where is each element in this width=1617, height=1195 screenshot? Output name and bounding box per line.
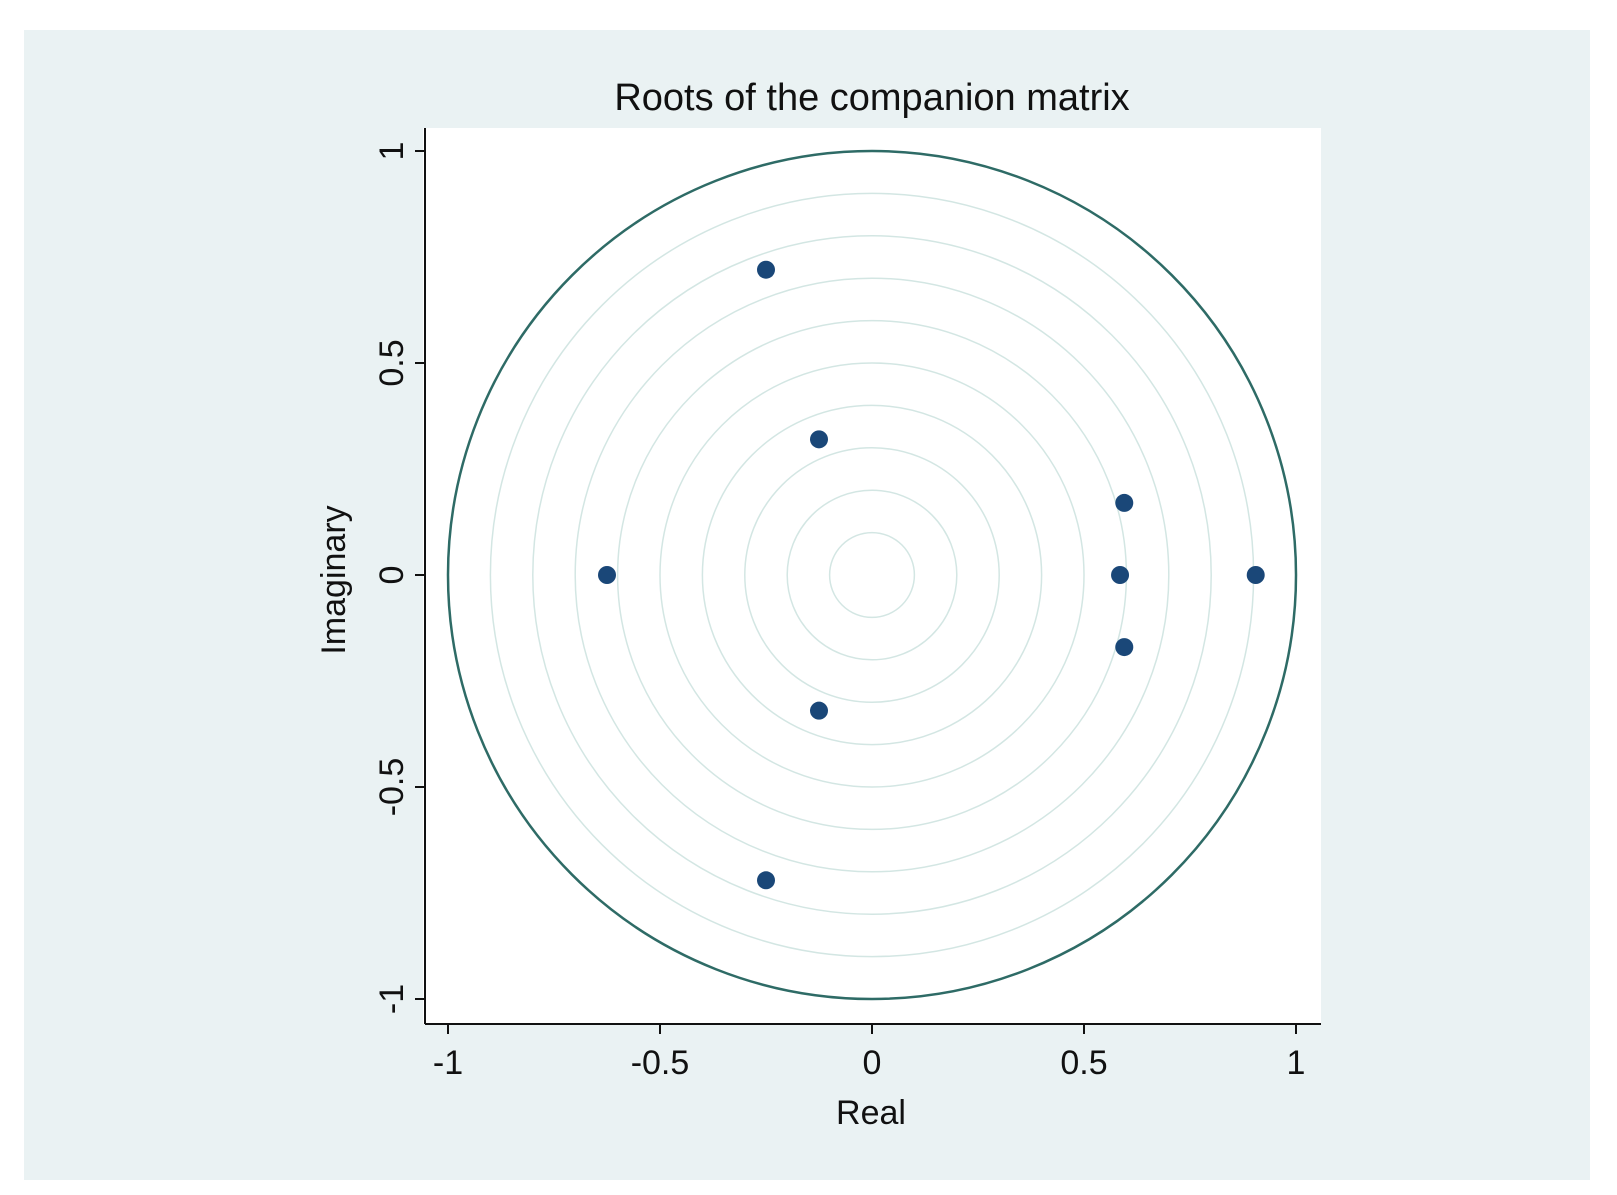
root-point bbox=[1246, 566, 1265, 584]
y-tick-label: 1 bbox=[373, 142, 411, 161]
x-axis-title: Real bbox=[836, 1094, 906, 1132]
reference-circle bbox=[744, 447, 1000, 703]
y-axis-title: Imaginary bbox=[315, 505, 353, 654]
x-tick-label: 0 bbox=[863, 1044, 882, 1082]
unit-circle bbox=[446, 149, 1298, 1001]
root-point bbox=[1111, 566, 1130, 584]
data-points bbox=[598, 260, 1265, 890]
plot-background bbox=[423, 128, 1321, 1024]
root-point bbox=[598, 566, 616, 584]
y-tick-label: 0.5 bbox=[373, 339, 411, 386]
root-point bbox=[1115, 638, 1134, 657]
y-tick-label: -1 bbox=[373, 984, 411, 1014]
root-point bbox=[810, 430, 828, 449]
reference-circle bbox=[786, 489, 958, 661]
reference-circle bbox=[659, 362, 1085, 788]
x-axis: -1 -0.5 0 0.5 1 bbox=[425, 1023, 1321, 1082]
root-point bbox=[810, 701, 828, 720]
x-tick-label: -0.5 bbox=[631, 1044, 690, 1082]
reference-circle bbox=[828, 531, 916, 619]
root-point bbox=[757, 871, 775, 890]
root-point bbox=[757, 260, 775, 279]
root-point bbox=[1115, 493, 1134, 512]
reference-circle bbox=[701, 404, 1043, 746]
x-tick-label: 0.5 bbox=[1060, 1044, 1107, 1082]
chart-title: Roots of the companion matrix bbox=[614, 77, 1129, 119]
y-axis: -1 -0.5 0 0.5 1 bbox=[373, 128, 426, 1024]
y-tick-label: -0.5 bbox=[373, 758, 411, 817]
y-tick-label: 0 bbox=[373, 566, 411, 585]
x-tick-label: 1 bbox=[1287, 1044, 1306, 1082]
x-tick-label: -1 bbox=[433, 1044, 463, 1082]
reference-circle bbox=[574, 277, 1170, 873]
reference-circle bbox=[532, 235, 1212, 915]
